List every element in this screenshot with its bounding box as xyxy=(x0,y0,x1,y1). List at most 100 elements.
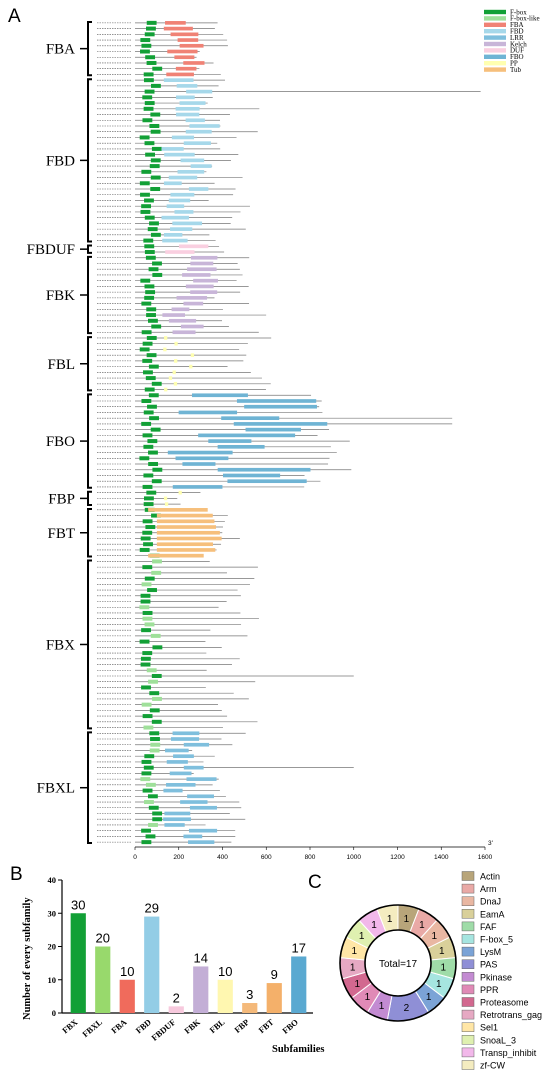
fbox-domain xyxy=(140,599,151,604)
family-label: FBL xyxy=(47,357,75,373)
family-bracket xyxy=(87,255,92,335)
bar-fbk xyxy=(193,966,209,1013)
bar-value-label: 30 xyxy=(71,897,85,912)
fbox-domain xyxy=(149,123,160,128)
legend-swatch xyxy=(461,984,475,995)
legend-swatch xyxy=(484,54,506,59)
fbox-domain xyxy=(143,370,153,375)
axis-tick-label: 1400 xyxy=(434,854,449,861)
family-domain xyxy=(168,318,197,323)
family-domain xyxy=(233,422,328,426)
fbox-domain xyxy=(145,782,156,787)
fbox-domain xyxy=(141,840,152,845)
fbox-domain xyxy=(150,187,161,192)
family-domain xyxy=(173,381,178,386)
fbox-domain xyxy=(143,106,154,111)
bar-value-label: 20 xyxy=(96,931,110,946)
legend-label: FAF xyxy=(480,922,497,932)
family-domain xyxy=(170,32,199,37)
fbox-domain xyxy=(150,232,161,237)
slice-value-label: 1 xyxy=(365,992,371,1003)
fbox-domain xyxy=(145,376,156,381)
bar-value-label: 2 xyxy=(173,990,180,1005)
legend-label: LRR xyxy=(510,34,524,42)
axis-tick-label: 400 xyxy=(217,854,228,861)
fbox-domain xyxy=(152,696,162,701)
fbox-domain xyxy=(148,822,158,827)
fbox-domain xyxy=(146,335,157,340)
family-domain xyxy=(172,221,203,226)
legend-swatch xyxy=(461,959,475,969)
fbox-domain xyxy=(143,238,154,243)
fbox-domain xyxy=(144,284,155,289)
fbox-domain xyxy=(140,278,151,283)
fbox-domain xyxy=(151,146,162,151)
panel-a-letter: A xyxy=(8,6,21,27)
family-label: FBO xyxy=(46,434,75,450)
family-domain xyxy=(164,152,195,157)
family-bracket xyxy=(87,336,92,392)
x-tick-label: FBP xyxy=(232,1017,251,1035)
fbox-domain xyxy=(148,805,159,810)
family-domain xyxy=(191,393,248,398)
family-domain xyxy=(217,467,311,472)
fbox-domain xyxy=(142,519,153,524)
family-domain xyxy=(185,129,212,134)
fbox-domain xyxy=(139,547,150,552)
family-domain xyxy=(168,376,173,380)
fbox-domain xyxy=(139,135,150,140)
fbox-domain xyxy=(152,817,163,822)
bar-value-label: 10 xyxy=(120,964,134,979)
panel-b-xlabel: Subfamilies xyxy=(272,1044,325,1055)
fbox-domain xyxy=(140,192,150,197)
fbox-domain xyxy=(143,410,154,415)
fbox-domain xyxy=(141,169,152,174)
family-domain xyxy=(185,118,205,123)
fbox-domain xyxy=(140,662,151,667)
family-domain xyxy=(163,496,168,501)
panel-b-bar-chart: 0 10 20 30 40 30 FBX 20 FBXL 10 FBA 29 FBD 2 FBDUF 14 FB… xyxy=(48,875,313,1043)
family-domain xyxy=(178,410,238,415)
x-tick-label: FBXL xyxy=(80,1017,104,1039)
family-domain xyxy=(183,141,211,146)
fbox-domain xyxy=(142,714,153,719)
family-bracket xyxy=(87,393,92,489)
family-domain xyxy=(176,95,195,100)
family-domain xyxy=(189,364,193,369)
family-domain xyxy=(193,278,218,283)
family-domain xyxy=(174,210,194,214)
fbox-domain xyxy=(145,290,156,295)
legend-swatch xyxy=(461,909,475,919)
family-domain xyxy=(183,742,210,747)
family-domain xyxy=(168,198,191,203)
fbox-domain xyxy=(145,55,156,60)
family-domain xyxy=(190,164,212,168)
fbox-domain xyxy=(149,691,160,696)
family-label: FBXL xyxy=(37,781,75,797)
family-bracket xyxy=(87,78,92,243)
family-domain xyxy=(175,66,197,71)
donut-inner-ring xyxy=(364,929,432,997)
family-domain xyxy=(183,765,204,770)
legend-swatch xyxy=(461,871,475,881)
legend-label: FBO xyxy=(510,53,524,61)
family-domain xyxy=(171,135,195,140)
y-tick-label: 0 xyxy=(52,1008,56,1018)
fbox-domain xyxy=(147,588,157,593)
fbox-domain xyxy=(151,719,162,724)
legend-swatch xyxy=(461,997,475,1007)
x-tick-label: FBD xyxy=(134,1017,153,1036)
legend-label: Transp_inhibit xyxy=(480,1048,537,1058)
family-domain xyxy=(174,55,195,60)
fbox-domain xyxy=(146,20,157,25)
fbox-domain xyxy=(139,181,150,186)
legend-label: Pkinase xyxy=(480,972,512,982)
fbox-domain xyxy=(141,582,152,587)
family-label: FBT xyxy=(47,526,75,542)
bar-value-label: 14 xyxy=(194,950,208,965)
family-domain xyxy=(182,462,216,466)
fbox-domain xyxy=(142,341,153,346)
legend-swatch xyxy=(484,29,506,34)
axis-end-label: 3' xyxy=(488,840,493,847)
legend-swatch xyxy=(484,48,506,53)
